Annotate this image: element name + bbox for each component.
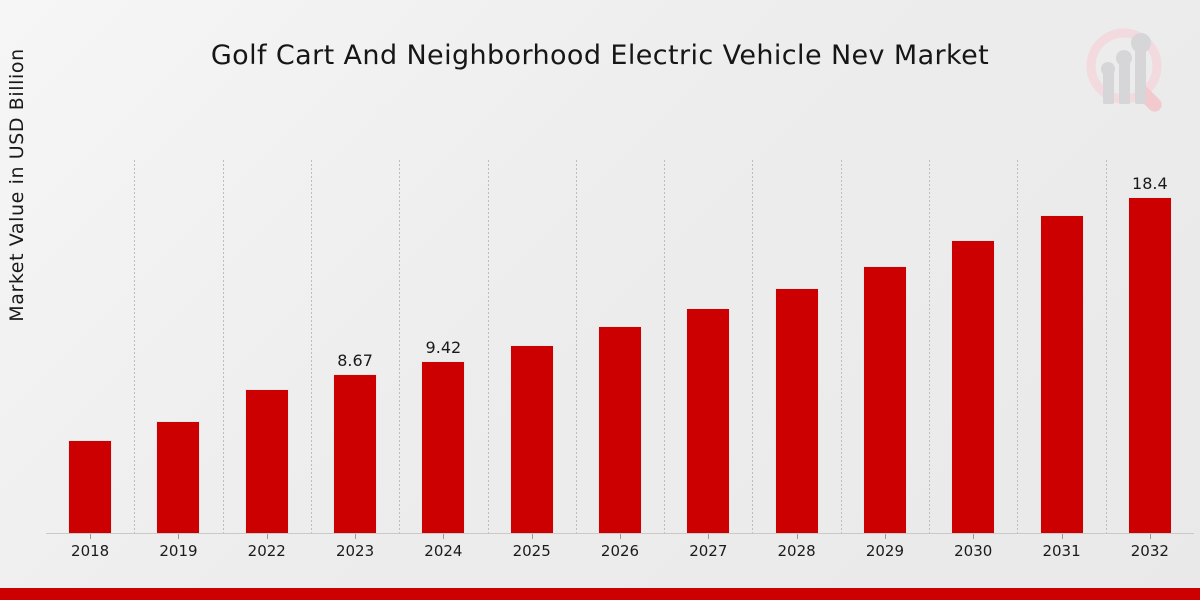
x-tick-label-2024: 2024 <box>424 542 463 560</box>
x-tick-mark <box>796 534 798 539</box>
bar-2030[interactable] <box>951 240 996 533</box>
bar-slot <box>223 160 311 533</box>
bar-slot <box>134 160 222 533</box>
bar-value-label-2023: 8.67 <box>337 351 373 371</box>
x-tick-label-2032: 2032 <box>1130 542 1169 560</box>
bar-slot <box>46 160 134 533</box>
bars-layer: 8.67 9.42 18.4 <box>46 160 1194 533</box>
gridline <box>1017 160 1019 533</box>
page-title: Golf Cart And Neighborhood Electric Vehi… <box>210 40 990 71</box>
plot-area: 8.67 9.42 18.4 <box>46 160 1194 534</box>
bar-slot: 9.42 <box>399 160 487 533</box>
x-tick-mark <box>355 534 357 539</box>
x-tick-mark <box>531 534 533 539</box>
x-tick-label-2023: 2023 <box>335 542 375 560</box>
x-tick-label-2027: 2027 <box>689 542 728 560</box>
x-tick-mark <box>90 534 92 539</box>
gridline <box>399 160 401 533</box>
bar-2023[interactable] <box>333 374 378 533</box>
bar-2025[interactable] <box>509 344 554 533</box>
x-tick-mark <box>178 534 180 539</box>
gridline <box>752 160 754 533</box>
gridline <box>840 160 842 533</box>
x-tick-mark <box>973 534 975 539</box>
bar-2018[interactable] <box>68 439 113 533</box>
x-tick-mark <box>1061 534 1063 539</box>
x-tick-mark <box>884 534 886 539</box>
bar-2027[interactable] <box>686 308 731 533</box>
x-tick-label-2022: 2022 <box>247 542 286 560</box>
gridline <box>222 160 224 533</box>
x-tick-mark <box>443 534 445 539</box>
bar-slot: 18.4 <box>1106 160 1194 533</box>
x-tick-label-2030: 2030 <box>954 542 993 560</box>
bar-slot <box>929 160 1017 533</box>
bar-slot <box>488 160 576 533</box>
bar-2028[interactable] <box>774 288 819 533</box>
x-tick-label-2031: 2031 <box>1042 542 1081 560</box>
bar-slot <box>752 160 840 533</box>
x-tick-mark <box>708 534 710 539</box>
x-tick-label-2018: 2018 <box>71 542 110 560</box>
gridline <box>1105 160 1107 533</box>
bar-2019[interactable] <box>156 421 201 533</box>
bar-2032[interactable] <box>1127 196 1172 533</box>
footer-strip <box>0 588 1200 600</box>
x-tick-label-2019: 2019 <box>159 542 198 560</box>
bar-slot <box>664 160 752 533</box>
y-axis-title: Market Value in USD Billion <box>6 48 28 322</box>
bar-value-label-2024: 9.42 <box>425 337 462 357</box>
bar-2031[interactable] <box>1039 214 1084 533</box>
bar-2022[interactable] <box>244 388 289 533</box>
x-tick-mark <box>620 534 621 539</box>
bar-value-label-2032: 18.4 <box>1132 173 1168 193</box>
bar-slot <box>841 160 929 533</box>
gridline <box>310 160 312 533</box>
gridline <box>134 160 136 533</box>
x-tick-mark <box>266 534 268 539</box>
bar-slot <box>576 160 664 533</box>
x-tick-label-2025: 2025 <box>512 542 551 560</box>
gridline <box>575 160 577 533</box>
x-tick-label-2029: 2029 <box>865 542 905 560</box>
bar-2024[interactable] <box>421 360 466 533</box>
x-tick-mark <box>1149 534 1151 539</box>
bar-2026[interactable] <box>597 326 642 533</box>
bar-2029[interactable] <box>862 266 907 533</box>
gridline <box>487 160 489 533</box>
x-tick-label-2026: 2026 <box>600 542 640 560</box>
bar-slot <box>1017 160 1105 533</box>
x-axis: 2018 2019 2022 2023 2024 2025 2026 2027 2028 2029… <box>46 534 1194 564</box>
bar-slot: 8.67 <box>311 160 399 533</box>
gridline <box>929 160 931 533</box>
x-tick-label-2028: 2028 <box>777 542 816 560</box>
gridline <box>664 160 666 533</box>
